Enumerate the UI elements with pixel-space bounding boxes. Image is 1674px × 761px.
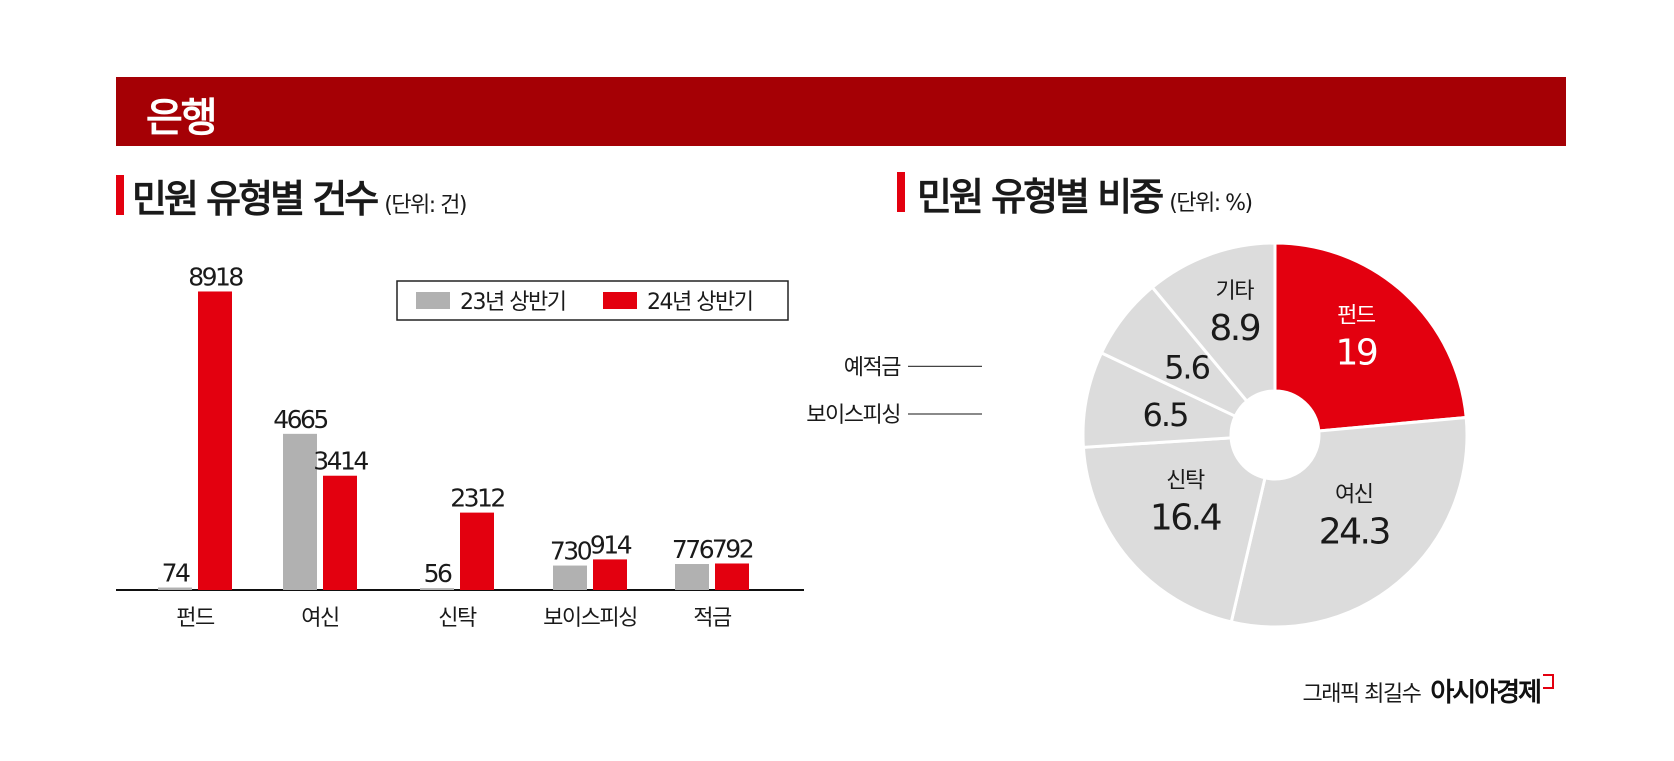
pie-category-label: 신탁	[1166, 468, 1205, 493]
footer: 그래픽 최길수 아시아경제	[1302, 672, 1554, 709]
brand-logo: 아시아경제	[1430, 678, 1542, 708]
category-label: 적금	[693, 606, 732, 631]
right-title-text: 민원 유형별 비중	[917, 175, 1164, 219]
bar-23h1-3	[553, 565, 587, 590]
pie-value-label: 16.4	[1150, 497, 1221, 538]
bar-24h1-0	[198, 291, 232, 590]
logo-mark-icon	[1543, 674, 1554, 689]
bar-23h1-2	[420, 588, 454, 590]
left-title-text: 민원 유형별 건수	[132, 177, 379, 221]
pie-slice-2	[1081, 436, 1267, 624]
bar-23h1-0	[158, 587, 192, 590]
pie-category-label: 펀드	[1337, 303, 1376, 328]
bar-value-label: 3414	[313, 447, 368, 476]
right-title-marker	[897, 172, 905, 212]
pie-value-label: 5.6	[1164, 348, 1210, 386]
bar-chart: 74 8918 펀드 4665 3414 여신 56 2312 신탁 730 914 보이스피싱 776…	[116, 262, 804, 631]
left-panel-title: 민원 유형별 건수 (단위: 건)	[132, 168, 467, 223]
bar-24h1-1	[323, 475, 357, 590]
bar-23h1-4	[675, 564, 709, 590]
bar-value-label: 2312	[450, 484, 504, 513]
bar-value-label: 4665	[273, 405, 327, 434]
legend-swatch	[603, 292, 637, 309]
category-label: 펀드	[176, 606, 215, 631]
pie-value-label: 24.3	[1319, 512, 1390, 553]
pie-value-label: 19	[1335, 332, 1376, 373]
bar-value-label: 730	[550, 537, 592, 566]
right-unit-text: (단위: %)	[1169, 191, 1253, 216]
bar-24h1-2	[460, 512, 494, 590]
bar-23h1-1	[283, 433, 317, 590]
bar-value-label: 792	[712, 534, 753, 563]
legend: 23년 상반기 24년 상반기	[396, 280, 789, 321]
legend-box	[396, 280, 789, 321]
category-label: 여신	[301, 606, 339, 631]
pie-outside-label: 예적금	[844, 355, 901, 380]
pie-slice-1	[1229, 415, 1469, 629]
bar-value-label: 8918	[188, 262, 243, 291]
bar-value-label: 74	[162, 559, 190, 588]
bar-value-label: 776	[672, 535, 714, 564]
pie-value-label: 8.9	[1209, 308, 1259, 349]
left-unit-text: (단위: 건)	[384, 193, 467, 218]
pie-category-label: 기타	[1216, 279, 1255, 304]
left-title-marker	[116, 175, 124, 215]
banner-title: 은행	[146, 95, 218, 141]
header-banner: 은행	[116, 77, 1566, 146]
graphic-credit: 그래픽 최길수	[1302, 682, 1421, 707]
legend-label: 24년 상반기	[647, 290, 752, 315]
pie-category-label: 여신	[1335, 483, 1373, 508]
category-label: 신탁	[438, 606, 477, 631]
category-label: 보이스피싱	[543, 606, 637, 631]
pie-chart: 펀드 19 여신 24.3 신탁 16.4 6.5 보이스피싱 5.6 예적금 기타 8.9	[806, 241, 1469, 629]
legend-label: 23년 상반기	[460, 290, 565, 315]
bar-value-label: 56	[424, 559, 452, 588]
pie-outside-label: 보이스피싱	[806, 403, 900, 428]
bar-24h1-4	[715, 563, 749, 590]
bar-24h1-3	[593, 559, 627, 590]
legend-swatch	[416, 292, 450, 309]
bar-value-label: 914	[590, 530, 632, 559]
pie-value-label: 6.5	[1143, 396, 1188, 434]
pie-slice-0	[1273, 241, 1468, 433]
right-panel-title: 민원 유형별 비중 (단위: %)	[917, 166, 1253, 221]
pie-slice-5	[1150, 241, 1277, 404]
